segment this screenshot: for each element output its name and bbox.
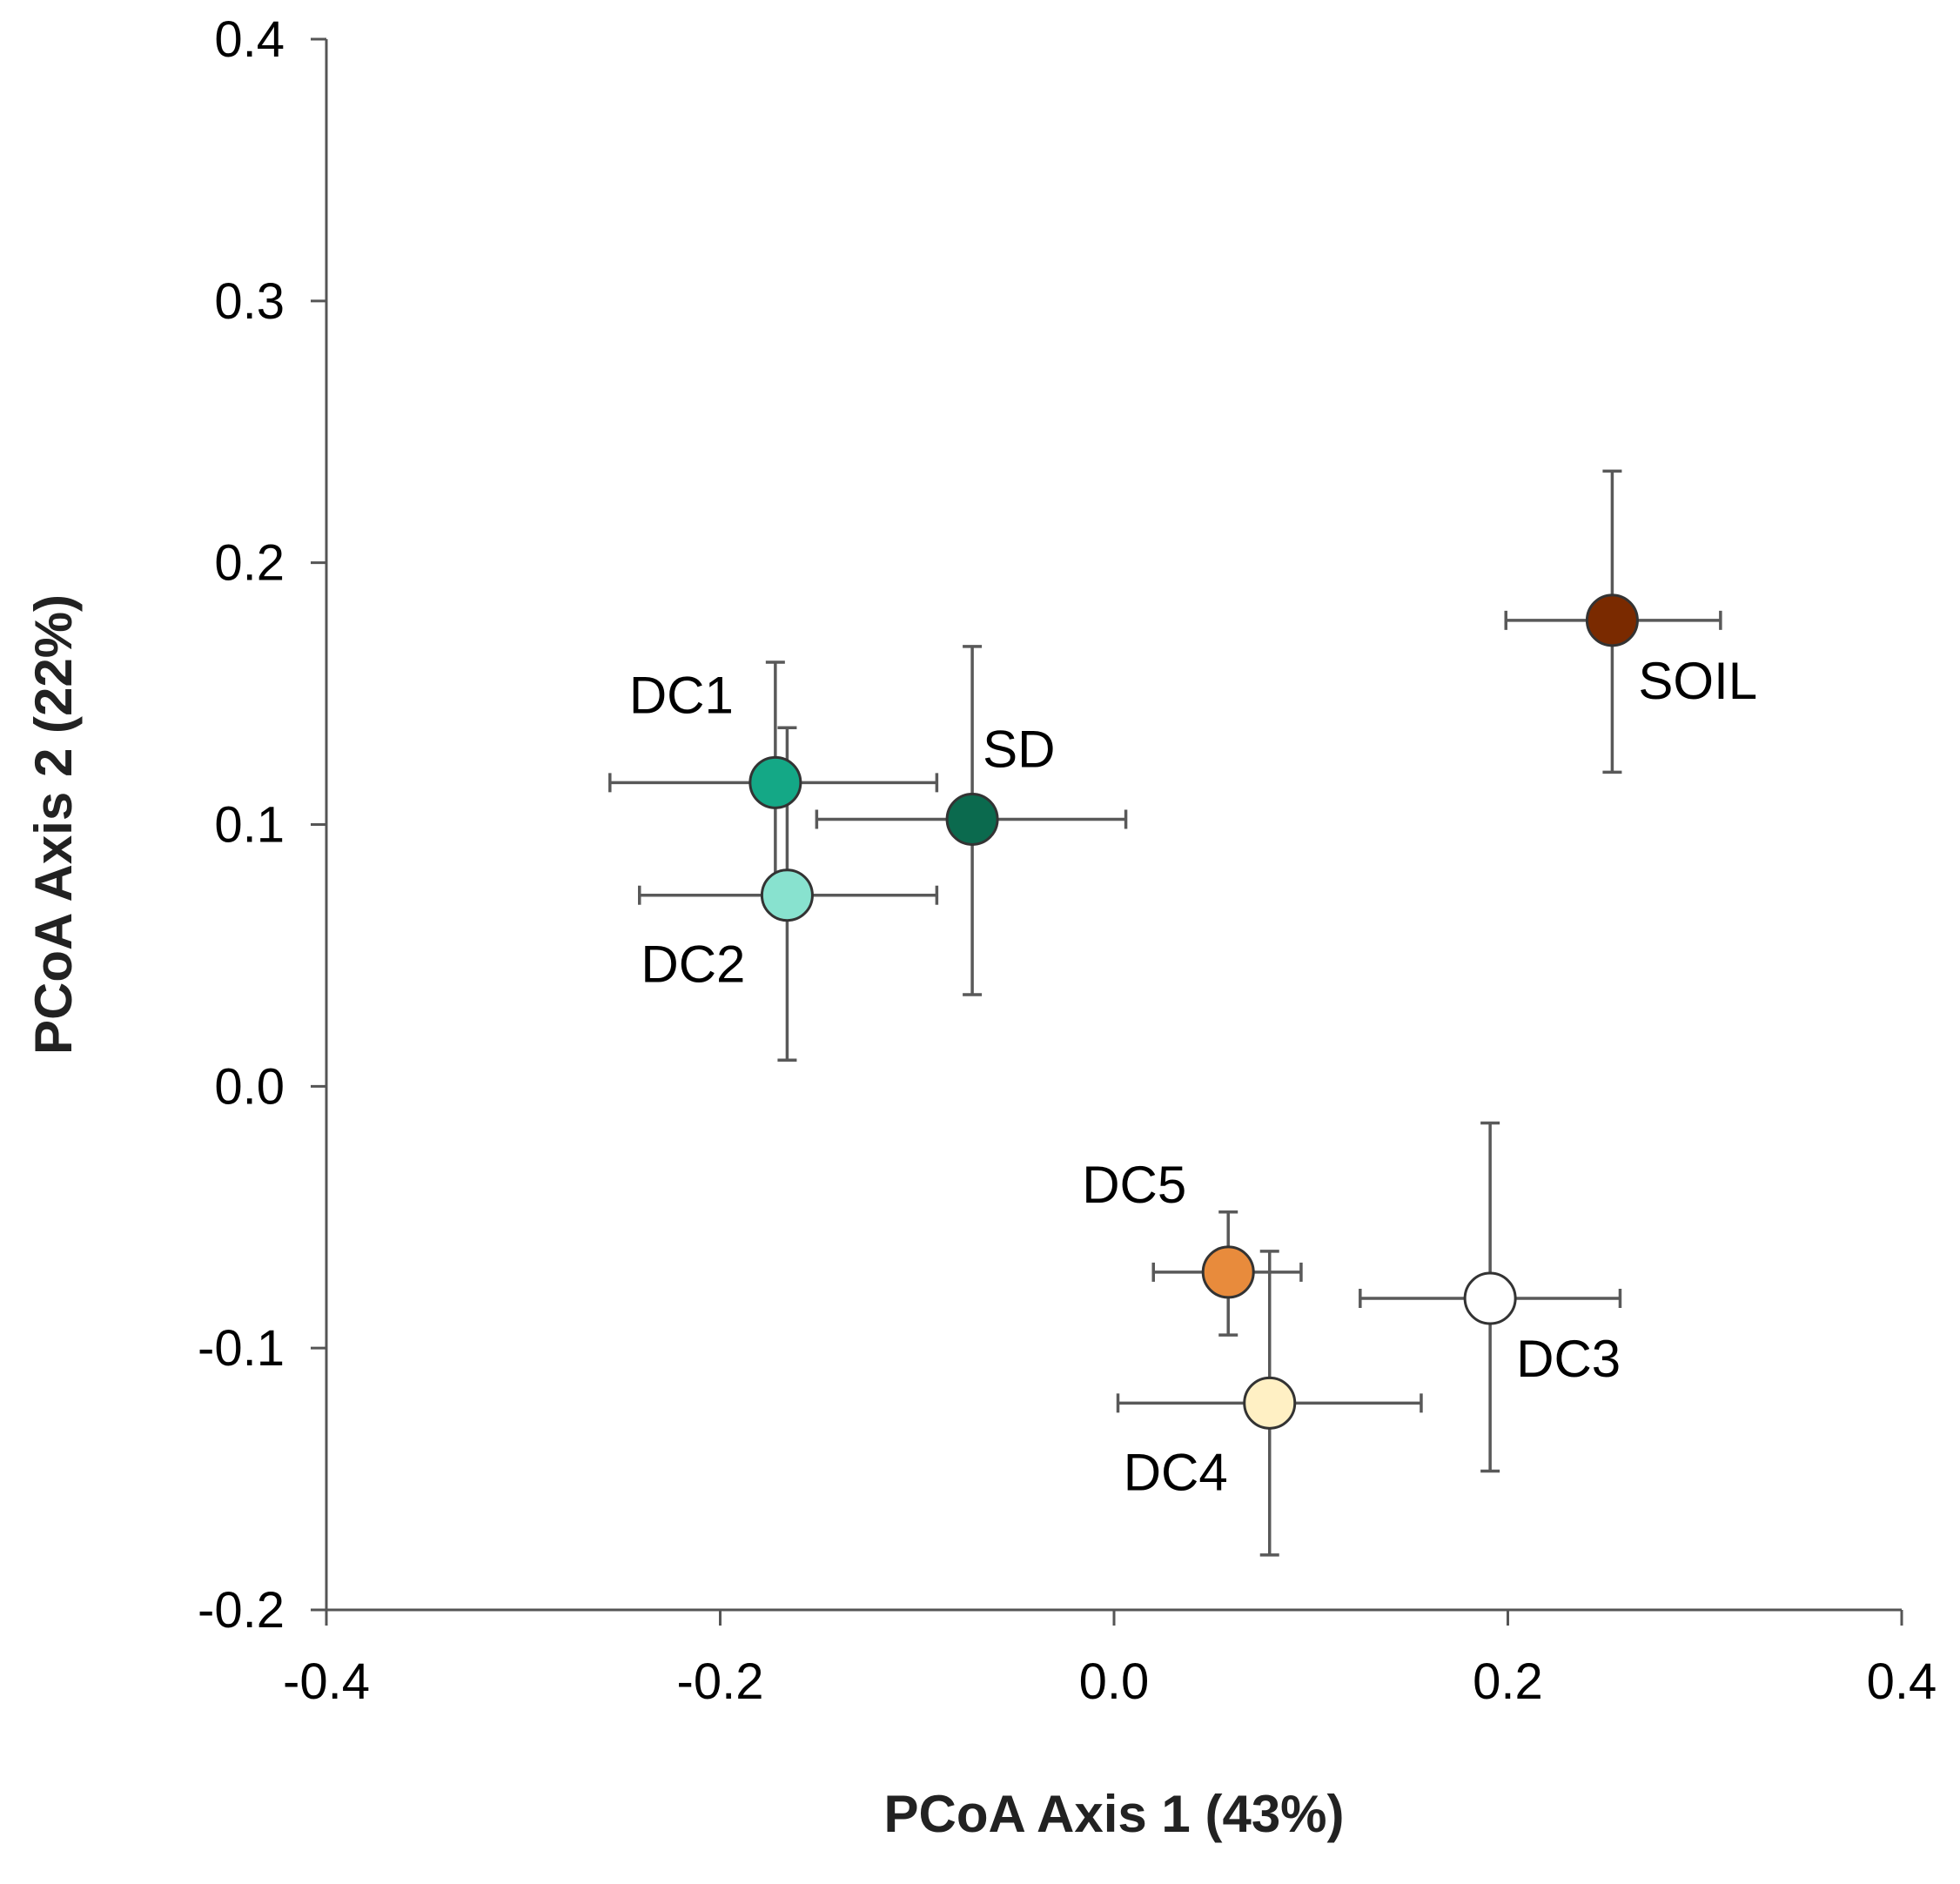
x-tick-label: 0.0	[1079, 1653, 1150, 1710]
point-dc1	[748, 755, 802, 809]
y-axis-title: PCoA Axis 2 (22%)	[24, 594, 83, 1055]
x-tick-label: -0.4	[283, 1653, 370, 1710]
point-dc4	[1243, 1376, 1297, 1430]
x-tick-label: 0.2	[1473, 1653, 1543, 1710]
point-sd	[945, 792, 999, 846]
point-soil	[1585, 593, 1639, 647]
y-tick-label: 0.2	[214, 535, 285, 592]
y-tick-label: 0.0	[214, 1058, 285, 1115]
x-tick-label: -0.2	[677, 1653, 764, 1710]
point-label-sd: SD	[983, 720, 1055, 778]
data-points	[748, 593, 1639, 1430]
y-tick-label: -0.1	[198, 1320, 285, 1377]
y-tick-label: 0.1	[214, 797, 285, 854]
y-tick-label: 0.4	[214, 11, 285, 68]
point-label-dc4: DC4	[1124, 1443, 1228, 1501]
x-axis-title: PCoA Axis 1 (43%)	[883, 1785, 1344, 1843]
x-tick-label: 0.4	[1867, 1653, 1937, 1710]
point-dc2	[760, 868, 814, 922]
point-dc5	[1201, 1245, 1255, 1299]
y-tick-label: 0.3	[214, 273, 285, 330]
point-label-dc1: DC1	[629, 666, 734, 724]
point-label-dc5: DC5	[1082, 1156, 1186, 1214]
point-dc3	[1463, 1271, 1517, 1325]
point-labels: DC1 DC2 SD SOIL DC5 DC3 DC4	[629, 652, 1757, 1501]
point-label-dc3: DC3	[1516, 1330, 1621, 1388]
y-tick-label: -0.2	[198, 1582, 285, 1639]
axes: -0.2 -0.1 0.0 0.1 0.2 0.3 0.4 -0.4 -0.2 0.0 0.2 0.4	[198, 11, 1937, 1710]
point-label-soil: SOIL	[1638, 652, 1757, 710]
point-label-dc2: DC2	[641, 935, 745, 994]
